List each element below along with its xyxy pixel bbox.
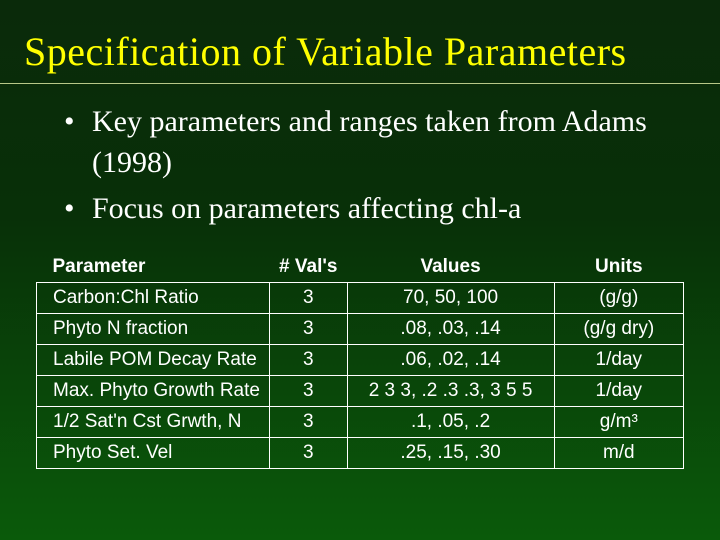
parameter-table-wrap: Parameter # Val's Values Units Carbon:Ch… (36, 252, 684, 469)
bullet-list: Key parameters and ranges taken from Ada… (0, 102, 720, 230)
cell-numvals: 3 (269, 406, 347, 437)
bullet-item: Focus on parameters affecting chl-a (60, 189, 680, 230)
cell-numvals: 3 (269, 344, 347, 375)
col-header-values: Values (347, 252, 554, 283)
cell-numvals: 3 (269, 437, 347, 468)
cell-values: .1, .05, .2 (347, 406, 554, 437)
table-row: Labile POM Decay Rate 3 .06, .02, .14 1/… (37, 344, 684, 375)
col-header-numvals: # Val's (269, 252, 347, 283)
cell-parameter: Phyto N fraction (37, 313, 270, 344)
col-header-parameter: Parameter (37, 252, 270, 283)
table-row: Max. Phyto Growth Rate 3 2 3 3, .2 .3 .3… (37, 375, 684, 406)
table-row: Phyto N fraction 3 .08, .03, .14 (g/g dr… (37, 313, 684, 344)
table-row: Carbon:Chl Ratio 3 70, 50, 100 (g/g) (37, 282, 684, 313)
cell-units: 1/day (554, 375, 683, 406)
cell-units: (g/g) (554, 282, 683, 313)
cell-parameter: Max. Phyto Growth Rate (37, 375, 270, 406)
cell-parameter: Phyto Set. Vel (37, 437, 270, 468)
cell-values: .25, .15, .30 (347, 437, 554, 468)
cell-parameter: Labile POM Decay Rate (37, 344, 270, 375)
slide-title: Specification of Variable Parameters (0, 0, 720, 84)
table-header-row: Parameter # Val's Values Units (37, 252, 684, 283)
cell-values: 2 3 3, .2 .3 .3, 3 5 5 (347, 375, 554, 406)
parameter-table: Parameter # Val's Values Units Carbon:Ch… (36, 252, 684, 469)
col-header-units: Units (554, 252, 683, 283)
cell-parameter: Carbon:Chl Ratio (37, 282, 270, 313)
table-row: 1/2 Sat'n Cst Grwth, N 3 .1, .05, .2 g/m… (37, 406, 684, 437)
cell-units: 1/day (554, 344, 683, 375)
cell-values: 70, 50, 100 (347, 282, 554, 313)
cell-units: (g/g dry) (554, 313, 683, 344)
cell-numvals: 3 (269, 375, 347, 406)
cell-numvals: 3 (269, 282, 347, 313)
cell-values: .06, .02, .14 (347, 344, 554, 375)
cell-values: .08, .03, .14 (347, 313, 554, 344)
cell-units: g/m³ (554, 406, 683, 437)
table-row: Phyto Set. Vel 3 .25, .15, .30 m/d (37, 437, 684, 468)
cell-parameter: 1/2 Sat'n Cst Grwth, N (37, 406, 270, 437)
cell-numvals: 3 (269, 313, 347, 344)
table-body: Carbon:Chl Ratio 3 70, 50, 100 (g/g) Phy… (37, 282, 684, 468)
cell-units: m/d (554, 437, 683, 468)
bullet-item: Key parameters and ranges taken from Ada… (60, 102, 680, 183)
